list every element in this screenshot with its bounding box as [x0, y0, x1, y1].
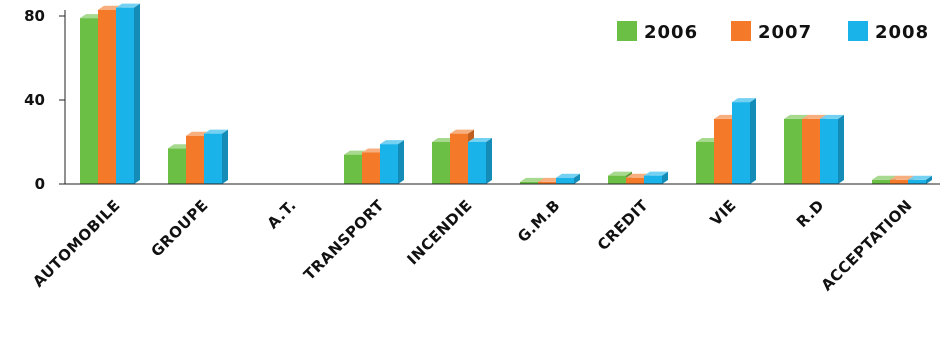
- bar: [732, 98, 756, 184]
- x-tick-label: GROUPE: [147, 196, 211, 260]
- bar: [644, 171, 668, 184]
- bar: [820, 114, 844, 184]
- y-tick-label: 80: [24, 7, 45, 25]
- x-tick-label: G.M.B: [514, 196, 564, 246]
- x-tick-label: VIE: [707, 196, 740, 229]
- x-tick-label: CREDIT: [594, 196, 652, 254]
- x-tick-label: AUTOMOBILE: [29, 196, 124, 291]
- legend: 2006 2007 2008: [617, 21, 929, 43]
- legend-label: 2006: [644, 22, 698, 43]
- bar: [468, 138, 492, 184]
- legend-item: 2007: [731, 21, 812, 43]
- bars: [80, 3, 932, 185]
- y-tick-label: 0: [35, 175, 45, 193]
- legend-label: 2007: [758, 22, 812, 43]
- legend-label: 2008: [875, 22, 929, 43]
- bar: [116, 3, 140, 184]
- x-tick-label: TRANSPORT: [300, 196, 388, 284]
- x-tick-label: INCENDIE: [404, 196, 476, 268]
- legend-item: 2006: [617, 21, 698, 43]
- bar: [380, 140, 404, 184]
- bar: [204, 129, 228, 184]
- legend-swatch: [617, 21, 637, 41]
- legend-swatch: [848, 21, 868, 41]
- legend-item: 2008: [848, 21, 929, 43]
- y-axis: 0 40 80: [24, 7, 66, 193]
- x-axis: AUTOMOBILE GROUPE A.T. TRANSPORT INCENDIE G.M…: [29, 183, 940, 294]
- bar: [908, 175, 932, 184]
- legend-swatch: [731, 21, 751, 41]
- y-tick-label: 40: [24, 91, 45, 109]
- bar: [556, 173, 580, 184]
- x-tick-label: R.D: [793, 196, 828, 231]
- x-tick-label: A.T.: [264, 196, 300, 232]
- x-tick-label: ACCEPTATION: [818, 196, 916, 294]
